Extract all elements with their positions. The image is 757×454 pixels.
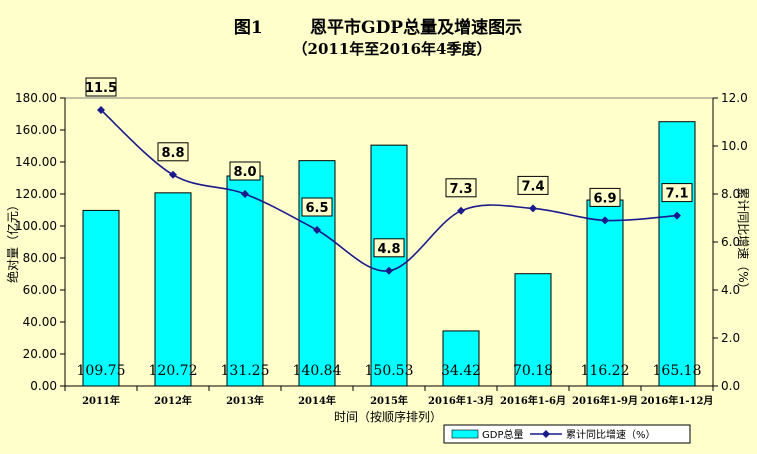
y-tick-label-0: 0.00 xyxy=(30,379,57,393)
bar-7 xyxy=(586,199,624,387)
y-tick-label-2: 40.00 xyxy=(23,315,57,329)
bar-value-label-1: 120.72 xyxy=(149,363,198,379)
bar-6 xyxy=(514,273,552,387)
bar-8 xyxy=(658,121,696,387)
y2-tick-label-3: 6.0 xyxy=(721,235,740,249)
growth-label-8: 7.1 xyxy=(665,187,688,202)
legend: GDP总量 累计同比增速（%） xyxy=(443,424,691,444)
bar-0 xyxy=(82,209,120,387)
y-tick-label-7: 140.00 xyxy=(15,155,57,169)
bar-value-label-2: 131.25 xyxy=(221,363,270,379)
growth-label-7: 6.9 xyxy=(593,191,616,206)
y2-tick-label-2: 4.0 xyxy=(721,283,740,297)
growth-marker-0 xyxy=(97,106,105,114)
y2-tick-label-4: 8.0 xyxy=(721,187,740,201)
chart-subtitle: （2011年至2016年4季度） xyxy=(293,40,492,58)
legend-swatch-growth-marker xyxy=(542,430,550,438)
y-tick-label-3: 60.00 xyxy=(23,283,57,297)
growth-marker-8 xyxy=(673,211,681,220)
growth-label-box-1 xyxy=(157,142,189,162)
bar-value-label-8: 165.18 xyxy=(653,363,702,379)
bar-1 xyxy=(154,192,192,387)
y-tick-label-6: 120.00 xyxy=(15,187,57,201)
bar-value-label-5: 34.42 xyxy=(441,363,481,379)
x-tick-label-8: 2016年1-12月 xyxy=(641,394,714,407)
legend-label-gdp: GDP总量 xyxy=(482,428,523,441)
legend-box xyxy=(443,424,691,444)
x-axis-label: 时间（按顺序排列） xyxy=(334,409,442,424)
y2-tick-label-0: 0.0 xyxy=(721,379,740,393)
y-tick-label-4: 80.00 xyxy=(23,251,57,265)
growth-label-box-5 xyxy=(445,178,477,198)
growth-label-box-2 xyxy=(229,161,261,181)
growth-label-box-3 xyxy=(301,197,333,217)
growth-label-3: 6.5 xyxy=(305,201,328,216)
x-tick-label-1: 2012年 xyxy=(154,394,192,407)
growth-marker-5 xyxy=(457,206,465,215)
x-tick-label-3: 2014年 xyxy=(298,394,336,407)
bar-5 xyxy=(442,330,480,387)
y2-axis-label: 累计同比增速（%） xyxy=(736,187,750,294)
bar-value-label-0: 109.75 xyxy=(77,363,126,379)
legend-label-growth: 累计同比增速（%） xyxy=(566,428,656,441)
chart-title: 图1 恩平市GDP总量及增速图示 xyxy=(234,17,522,38)
y-tick-label-1: 20.00 xyxy=(23,347,57,361)
y-axis-label: 绝对量（亿元） xyxy=(5,199,20,283)
y-tick-label-9: 180.00 xyxy=(15,91,57,105)
growth-label-box-0 xyxy=(85,77,117,97)
growth-marker-4 xyxy=(385,266,393,275)
growth-label-4: 4.8 xyxy=(377,242,400,257)
growth-marker-7 xyxy=(601,216,609,225)
x-tick-label-4: 2015年 xyxy=(370,394,408,407)
bar-value-label-4: 150.53 xyxy=(365,363,414,379)
x-tick-label-2: 2013年 xyxy=(226,394,264,407)
bar-2 xyxy=(226,175,264,387)
growth-label-box-8 xyxy=(661,183,693,203)
x-tick-label-6: 2016年1-6月 xyxy=(500,394,566,407)
legend-swatch-gdp xyxy=(451,429,479,439)
bar-3 xyxy=(298,160,336,387)
growth-label-1: 8.8 xyxy=(161,146,184,161)
y2-tick-label-6: 12.0 xyxy=(721,91,748,105)
growth-marker-3 xyxy=(313,226,321,234)
growth-marker-2 xyxy=(241,190,249,198)
plot-area: 0.00 20.00 40.00 60.00 80.00 100.00 120.00 140.… xyxy=(15,77,748,407)
growth-label-0: 11.5 xyxy=(85,81,117,96)
bar-value-label-7: 116.22 xyxy=(581,363,630,379)
growth-label-5: 7.3 xyxy=(449,182,472,197)
growth-label-box-6 xyxy=(517,175,549,195)
x-tick-label-5: 2016年1-3月 xyxy=(428,394,494,407)
x-tick-label-0: 2011年 xyxy=(82,394,120,407)
y2-tick-label-1: 2.0 xyxy=(721,331,740,345)
y2-tick-label-5: 10.0 xyxy=(721,139,748,153)
bar-value-label-6: 70.18 xyxy=(513,363,553,379)
growth-marker-6 xyxy=(529,204,537,213)
growth-label-2: 8.0 xyxy=(233,165,256,180)
growth-label-box-4 xyxy=(373,238,405,258)
growth-marker-1 xyxy=(169,170,177,179)
y-tick-label-5: 100.00 xyxy=(15,219,57,233)
y-tick-label-8: 160.00 xyxy=(15,123,57,137)
growth-label-box-7 xyxy=(589,187,621,207)
x-tick-label-7: 2016年1-9月 xyxy=(572,394,638,407)
growth-label-6: 7.4 xyxy=(521,179,544,194)
bar-value-label-3: 140.84 xyxy=(293,363,342,379)
